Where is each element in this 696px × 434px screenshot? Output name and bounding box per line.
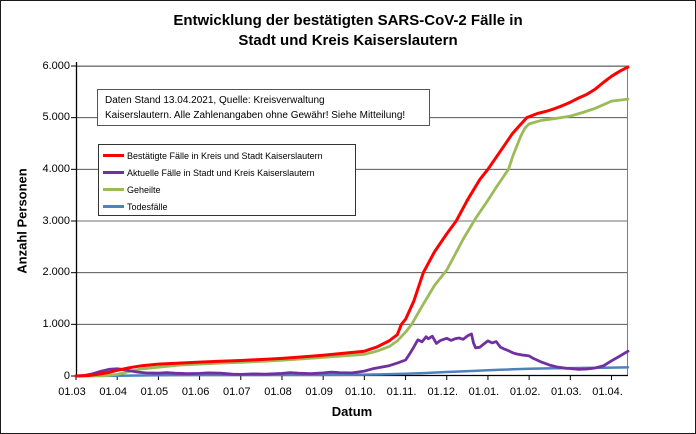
x-tick-label: 01.07 xyxy=(223,386,251,398)
x-tick-label: 01.10. xyxy=(345,386,376,398)
legend-line-swatch xyxy=(103,205,124,208)
y-tick-label: 1.000 xyxy=(42,317,70,330)
x-tick-label: 01.04. xyxy=(592,386,623,398)
note-line1: Daten Stand 13.04.2021, Quelle: Kreisver… xyxy=(105,95,325,106)
x-tick-label: 01.04 xyxy=(99,386,127,398)
chart-title-line2: Stadt und Kreis Kaiserslautern xyxy=(238,31,458,49)
x-tick-label: 01.11. xyxy=(386,386,417,398)
legend-line-swatch xyxy=(103,154,124,157)
x-tick-label: 01.09 xyxy=(305,386,333,398)
x-tick-label: 01.03. xyxy=(551,386,582,398)
y-tick-label: 4.000 xyxy=(42,162,70,175)
legend-label: Aktuelle Fälle in Stadt und Kreis Kaiser… xyxy=(127,167,315,178)
series-line-2 xyxy=(74,332,630,378)
data-note-box: Daten Stand 13.04.2021, Quelle: Kreisver… xyxy=(97,89,430,126)
legend-label: Todesfälle xyxy=(127,201,168,212)
x-tick-label: 01.12. xyxy=(427,386,459,398)
y-tick-label: 2.000 xyxy=(42,266,70,279)
x-tick-label: 01.03 xyxy=(58,386,86,398)
legend-item: Aktuelle Fälle in Stadt und Kreis Kaiser… xyxy=(103,164,355,181)
legend-label: Bestätigte Fälle in Kreis und Stadt Kais… xyxy=(127,150,323,161)
y-tick-label: 6.000 xyxy=(42,59,70,72)
legend-box: Bestätigte Fälle in Kreis und Stadt Kais… xyxy=(98,144,356,216)
x-tick-label: 01.01. xyxy=(468,386,500,398)
y-tick-label: 5.000 xyxy=(42,111,70,124)
series-line-1 xyxy=(74,65,630,378)
legend-item: Todesfälle xyxy=(103,198,355,215)
series-line-3 xyxy=(74,97,630,378)
legend-item: Geheilte xyxy=(103,181,355,198)
x-tick-label: 01.02. xyxy=(509,386,541,398)
chart-title: Entwicklung der bestätigten SARS-CoV-2 F… xyxy=(1,11,695,51)
legend-line-swatch xyxy=(103,171,124,174)
y-tick-label: 3.000 xyxy=(42,214,70,227)
legend-item: Bestätigte Fälle in Kreis und Stadt Kais… xyxy=(103,147,355,164)
x-axis-title: Datum xyxy=(331,404,373,419)
chart-title-line1: Entwicklung der bestätigten SARS-CoV-2 F… xyxy=(173,12,523,29)
x-tick-label: 01.06 xyxy=(181,386,210,398)
legend-label: Geheilte xyxy=(127,184,161,195)
y-tick-label: 0 xyxy=(63,369,70,382)
x-tick-label: 01.08 xyxy=(264,386,292,398)
legend-line-swatch xyxy=(103,188,124,191)
x-tick-label: 01.05 xyxy=(140,386,169,398)
note-line2: Kaiserslautern. Alle Zahlenangaben ohne … xyxy=(105,110,406,121)
